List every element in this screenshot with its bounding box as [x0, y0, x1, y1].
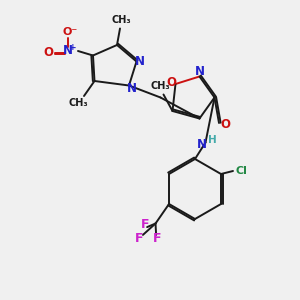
Text: CH₃: CH₃ — [112, 15, 131, 26]
Text: N: N — [194, 65, 205, 79]
Text: +: + — [69, 44, 77, 52]
Text: N: N — [127, 82, 137, 95]
Text: F: F — [153, 232, 161, 245]
Text: O: O — [220, 118, 231, 131]
Text: CH₃: CH₃ — [150, 81, 170, 92]
Text: N: N — [135, 55, 145, 68]
Text: O⁻: O⁻ — [63, 27, 78, 38]
Text: O: O — [43, 46, 53, 59]
Text: F: F — [135, 232, 143, 245]
Text: N: N — [62, 44, 73, 58]
Text: N: N — [197, 137, 207, 151]
Text: O: O — [166, 76, 176, 89]
Text: Cl: Cl — [235, 166, 247, 176]
Text: F: F — [141, 218, 149, 232]
Text: H: H — [208, 135, 217, 145]
Text: CH₃: CH₃ — [68, 98, 88, 109]
